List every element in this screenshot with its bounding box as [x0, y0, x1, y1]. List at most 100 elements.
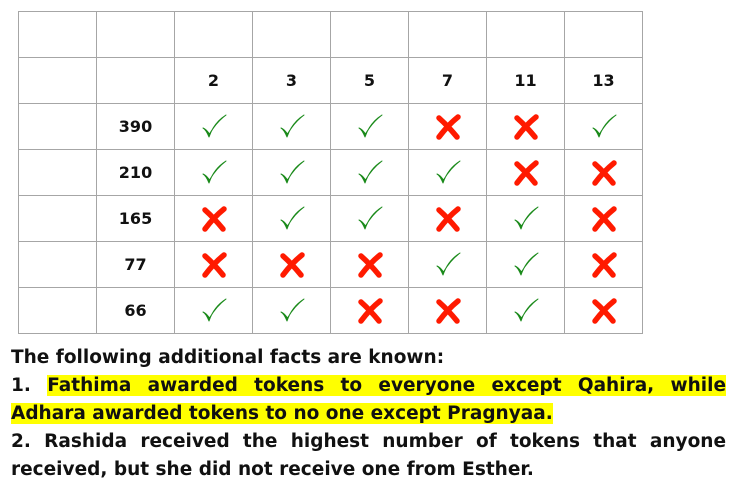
mark-cell: [564, 241, 643, 288]
mark-cell: [564, 195, 643, 242]
check-icon: [198, 295, 230, 327]
cross-icon: [198, 249, 230, 281]
check-icon: [198, 111, 230, 143]
cross-icon: [510, 111, 542, 143]
column-header: 7: [408, 57, 487, 104]
cross-icon: [432, 295, 464, 327]
check-icon: [276, 295, 308, 327]
table-row: 390: [18, 103, 643, 150]
row-label: 77: [96, 241, 175, 288]
check-icon: [354, 157, 386, 189]
empty-cell: [18, 11, 97, 58]
mark-cell: [408, 195, 487, 242]
mark-cell: [330, 149, 409, 196]
check-icon: [276, 157, 308, 189]
mark-cell: [174, 195, 253, 242]
cross-icon: [588, 295, 620, 327]
row-label: 210: [96, 149, 175, 196]
mark-cell: [174, 103, 253, 150]
column-header: 2: [174, 57, 253, 104]
check-icon: [510, 203, 542, 235]
mark-cell: [564, 287, 643, 334]
check-icon: [510, 295, 542, 327]
empty-cell: [18, 287, 97, 334]
mark-cell: [330, 103, 409, 150]
table-row: 165: [18, 195, 643, 242]
cross-icon: [354, 295, 386, 327]
empty-cell: [486, 11, 565, 58]
check-icon: [198, 157, 230, 189]
cross-icon: [354, 249, 386, 281]
empty-cell: [18, 149, 97, 196]
cross-icon: [198, 203, 230, 235]
mark-cell: [486, 149, 565, 196]
fact-1-highlighted-text: Fathima awarded tokens to everyone excep…: [11, 375, 726, 424]
empty-cell: [408, 11, 487, 58]
empty-cell: [18, 195, 97, 242]
check-icon: [276, 111, 308, 143]
grid-header-row: 2 3 5 7 11 13: [18, 57, 643, 104]
mark-cell: [564, 103, 643, 150]
mark-cell: [486, 287, 565, 334]
facts-section: The following additional facts are known…: [11, 344, 726, 484]
check-icon: [276, 203, 308, 235]
column-header: 5: [330, 57, 409, 104]
table-row: 77: [18, 241, 643, 288]
check-icon: [588, 111, 620, 143]
cross-icon: [276, 249, 308, 281]
column-header: 13: [564, 57, 643, 104]
mark-cell: [174, 149, 253, 196]
row-label: 390: [96, 103, 175, 150]
mark-cell: [408, 149, 487, 196]
check-icon: [432, 249, 464, 281]
cross-icon: [432, 111, 464, 143]
mark-cell: [486, 195, 565, 242]
cross-icon: [588, 249, 620, 281]
mark-cell: [408, 103, 487, 150]
empty-cell: [174, 11, 253, 58]
fact-1: 1. Fathima awarded tokens to everyone ex…: [11, 372, 726, 428]
empty-cell: [96, 57, 175, 104]
cross-icon: [510, 157, 542, 189]
empty-cell: [564, 11, 643, 58]
empty-cell: [18, 57, 97, 104]
empty-cell: [18, 103, 97, 150]
mark-cell: [408, 287, 487, 334]
grid-blank-row: [18, 11, 643, 58]
table-row: 66: [18, 287, 643, 334]
mark-cell: [486, 241, 565, 288]
cross-icon: [588, 203, 620, 235]
empty-cell: [330, 11, 409, 58]
mark-cell: [252, 149, 331, 196]
mark-cell: [252, 103, 331, 150]
mark-cell: [564, 149, 643, 196]
mark-cell: [252, 195, 331, 242]
check-grid: 2 3 5 7 11 13 390 210 165 77: [18, 11, 643, 334]
fact-2: 2. Rashida received the highest number o…: [11, 431, 726, 480]
check-icon: [354, 111, 386, 143]
facts-heading: The following additional facts are known…: [11, 347, 445, 368]
mark-cell: [330, 287, 409, 334]
empty-cell: [252, 11, 331, 58]
check-icon: [510, 249, 542, 281]
row-label: 165: [96, 195, 175, 242]
column-header: 11: [486, 57, 565, 104]
check-icon: [354, 203, 386, 235]
mark-cell: [486, 103, 565, 150]
row-label: 66: [96, 287, 175, 334]
empty-cell: [18, 241, 97, 288]
mark-cell: [252, 287, 331, 334]
mark-cell: [174, 287, 253, 334]
column-header: 3: [252, 57, 331, 104]
mark-cell: [174, 241, 253, 288]
cross-icon: [588, 157, 620, 189]
mark-cell: [330, 195, 409, 242]
mark-cell: [408, 241, 487, 288]
mark-cell: [330, 241, 409, 288]
table-row: 210: [18, 149, 643, 196]
cross-icon: [432, 203, 464, 235]
fact-1-number: 1.: [11, 375, 48, 396]
mark-cell: [252, 241, 331, 288]
empty-cell: [96, 11, 175, 58]
check-icon: [432, 157, 464, 189]
